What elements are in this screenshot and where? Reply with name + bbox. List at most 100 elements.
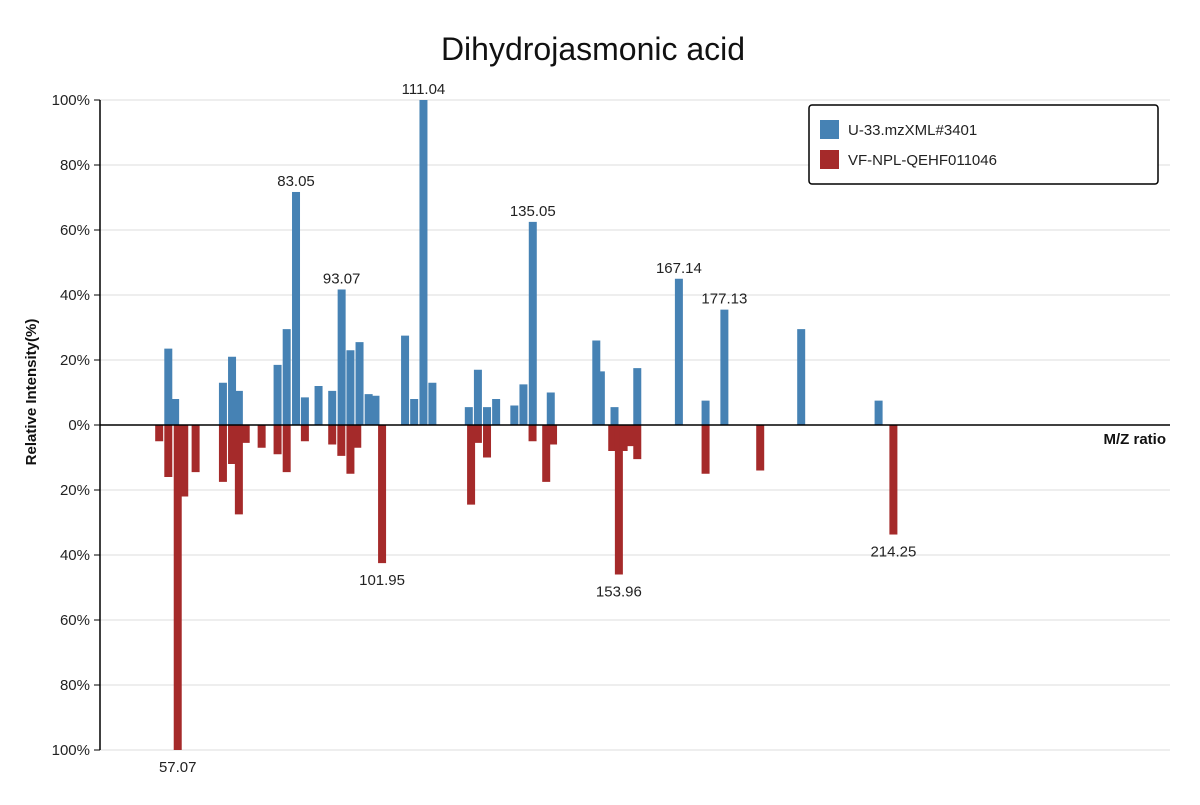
peak-bar-query — [596, 371, 605, 425]
peak-bar-reference — [273, 425, 282, 455]
peak-bar-query — [797, 329, 806, 425]
peak-bar-query — [300, 397, 309, 425]
y-axis-title: Relative Intensity(%) — [23, 319, 40, 466]
peak-bar-reference — [756, 425, 765, 471]
peak-bar-reference — [353, 425, 362, 448]
peak-bar-query — [633, 368, 642, 425]
peak-bar-reference — [378, 425, 387, 564]
peak-bar-reference — [218, 425, 227, 482]
peak-bar-reference — [282, 425, 291, 473]
peak-label: 57.07 — [159, 759, 197, 776]
peak-bar-query — [410, 399, 419, 425]
peak-bar-query — [419, 100, 428, 425]
peak-bar-reference — [173, 425, 182, 750]
peak-bar-query — [428, 382, 437, 425]
peak-bar-query — [519, 384, 528, 425]
y-tick-label: 20% — [60, 352, 90, 369]
x-axis-title: M/Z ratio — [1104, 431, 1167, 448]
peak-label: 214.25 — [870, 544, 916, 561]
peak-bar-query — [401, 335, 410, 425]
chart-title: Dihydrojasmonic acid — [441, 31, 745, 67]
peak-bar-reference — [257, 425, 266, 448]
peak-bar-query — [610, 407, 619, 425]
peak-bar-query — [282, 329, 291, 425]
peak-label: 83.05 — [277, 173, 315, 190]
y-tick-label: 100% — [52, 742, 90, 759]
peak-bar-reference — [633, 425, 642, 460]
peak-label-layer: 83.05 93.07 111.04 135.05 167.14 177.13 57.07 1… — [159, 81, 916, 776]
peak-bar-reference — [549, 425, 558, 445]
peak-label: 167.14 — [656, 260, 702, 277]
peak-bar-query — [228, 356, 237, 425]
peak-bar-query — [292, 191, 301, 425]
peak-label: 135.05 — [510, 203, 556, 220]
peak-bar-query — [164, 348, 173, 425]
peak-bar-query — [674, 278, 683, 425]
y-tick-label: 80% — [60, 157, 90, 174]
peak-bar-query — [720, 309, 729, 425]
peak-bar-query — [592, 340, 601, 425]
peak-bar-query — [328, 390, 337, 425]
peak-bar-reference — [155, 425, 164, 442]
bar-layer — [155, 100, 898, 750]
peak-bar-query — [273, 364, 282, 425]
peak-bar-query — [473, 369, 482, 425]
peak-bar-reference — [337, 425, 346, 456]
peak-bar-reference — [608, 425, 617, 451]
peak-bar-reference — [191, 425, 200, 473]
peak-bar-reference — [346, 425, 355, 474]
peak-bar-query — [314, 386, 323, 425]
peak-bar-query — [874, 400, 883, 425]
legend-swatch-series-1 — [820, 120, 839, 139]
legend-label-series-2: VF-NPL-QEHF011046 — [848, 152, 997, 169]
peak-bar-query — [171, 399, 180, 425]
peak-bar-query — [371, 395, 380, 425]
peak-bar-query — [546, 392, 555, 425]
peak-bar-reference — [467, 425, 476, 505]
peak-bar-query — [218, 382, 227, 425]
peak-bar-reference — [180, 425, 189, 497]
peak-bar-reference — [473, 425, 482, 443]
peak-bar-query — [346, 350, 355, 425]
peak-bar-query — [483, 407, 492, 425]
peak-bar-reference — [241, 425, 250, 443]
peak-label: 177.13 — [701, 291, 747, 308]
peak-bar-reference — [300, 425, 309, 442]
grid-layer — [100, 99, 1170, 751]
peak-bar-reference — [234, 425, 243, 515]
legend-swatch-series-2 — [820, 150, 839, 169]
y-tick-label: 60% — [60, 612, 90, 629]
peak-bar-reference — [483, 425, 492, 458]
peak-bar-query — [364, 394, 373, 425]
peak-bar-query — [464, 407, 473, 425]
y-tick-label: 40% — [60, 287, 90, 304]
peak-bar-query — [337, 289, 346, 425]
peak-bar-query — [355, 342, 364, 425]
peak-bar-reference — [626, 425, 635, 447]
peak-bar-reference — [528, 425, 537, 442]
peak-bar-query — [492, 399, 501, 425]
peak-bar-reference — [328, 425, 337, 445]
y-tick-label: 60% — [60, 222, 90, 239]
peak-label: 101.95 — [359, 572, 405, 589]
legend-box — [808, 104, 1159, 185]
peak-bar-query — [510, 405, 519, 425]
y-tick-label: 100% — [52, 92, 90, 109]
y-tick-label: 40% — [60, 547, 90, 564]
peak-label: 111.04 — [402, 81, 446, 98]
peak-bar-reference — [619, 425, 628, 451]
peak-bar-reference — [701, 425, 710, 474]
peak-bar-reference — [889, 425, 898, 535]
peak-bar-query — [701, 400, 710, 425]
peak-bar-reference — [164, 425, 173, 477]
peak-bar-query — [234, 390, 243, 425]
legend: U-33.mzXML#3401 VF-NPL-QEHF011046 — [808, 104, 1159, 185]
y-tick-label: 80% — [60, 677, 90, 694]
legend-label-series-1: U-33.mzXML#3401 — [848, 122, 977, 139]
y-tick-label: 20% — [60, 482, 90, 499]
y-tick-label: 0% — [68, 417, 90, 434]
peak-label: 93.07 — [323, 270, 361, 287]
peak-bar-reference — [228, 425, 237, 464]
